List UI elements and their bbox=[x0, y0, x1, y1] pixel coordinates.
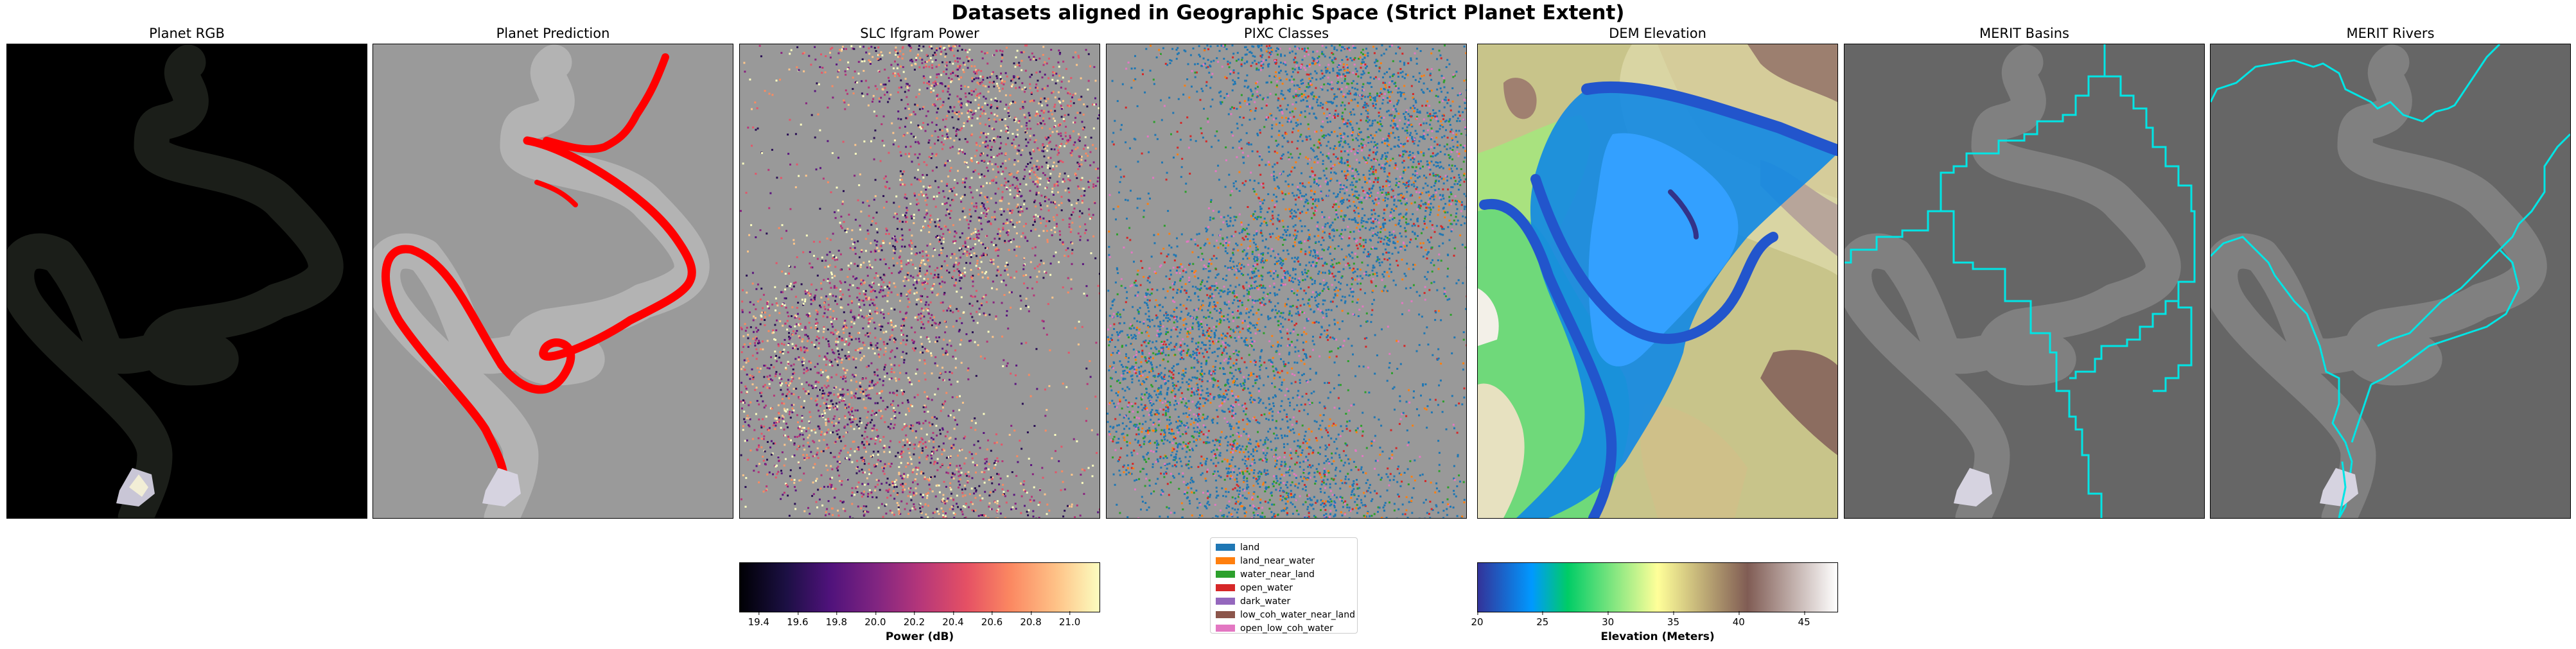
legend-label: open_low_coh_water bbox=[1240, 623, 1333, 634]
figure-title: Datasets aligned in Geographic Space (St… bbox=[951, 1, 1625, 24]
merit-rivers-image bbox=[2211, 44, 2570, 518]
colorbar-tick: 19.4 bbox=[748, 611, 769, 628]
pixc-classes-map bbox=[1107, 44, 1466, 518]
colorbar-tick: 19.8 bbox=[825, 611, 848, 628]
colorbar-tick: 19.6 bbox=[787, 611, 809, 628]
title-dem: DEM Elevation bbox=[1609, 26, 1706, 41]
legend-swatch bbox=[1216, 625, 1235, 632]
power-colorbar-label: Power (dB) bbox=[885, 630, 954, 643]
legend-label: land_near_water bbox=[1240, 555, 1315, 566]
title-pixc-classes: PIXC Classes bbox=[1243, 26, 1329, 41]
legend-item: land_near_water bbox=[1216, 554, 1357, 567]
basin-boundary-south bbox=[1940, 173, 2103, 518]
colorbar-tick: 30 bbox=[1602, 611, 1615, 628]
title-merit-rivers: MERIT Rivers bbox=[2346, 26, 2435, 41]
legend-item: low_coh_water_near_land bbox=[1216, 608, 1357, 621]
elevation-colorbar-label: Elevation (Meters) bbox=[1600, 630, 1715, 643]
title-planet-rgb: Planet RGB bbox=[149, 26, 225, 41]
colorbar-tick-label: 45 bbox=[1798, 616, 1810, 628]
colorbar-tick-label: 30 bbox=[1602, 616, 1615, 628]
colorbar-tick: 20.2 bbox=[903, 611, 925, 628]
elevation-colorbar-ticks: 20 25 30 35 40 45 bbox=[1471, 611, 1838, 631]
colorbar-tick-label: 19.4 bbox=[748, 616, 769, 628]
pixc-legend: land land_near_water water_near_land open_w… bbox=[1210, 537, 1358, 634]
legend-swatch bbox=[1216, 611, 1235, 618]
colorbar-tick-label: 20.6 bbox=[981, 616, 1003, 628]
river-line-main bbox=[2211, 236, 2353, 518]
title-slc-power: SLC Ifgram Power bbox=[860, 26, 979, 41]
legend-swatch bbox=[1216, 557, 1235, 564]
colorbar-tick: 21.0 bbox=[1058, 611, 1081, 628]
legend-swatch bbox=[1216, 571, 1235, 578]
colorbar-tick-label: 19.6 bbox=[787, 616, 809, 628]
river-buffer bbox=[7, 44, 344, 518]
colorbar-tick-label: 20.8 bbox=[1020, 616, 1042, 628]
colorbar-tick: 45 bbox=[1798, 611, 1810, 628]
panel-slc-power bbox=[739, 44, 1100, 519]
title-merit-basins: MERIT Basins bbox=[1979, 26, 2069, 41]
colorbar-tick-label: 21.0 bbox=[1058, 616, 1081, 628]
legend-item: land bbox=[1216, 541, 1357, 554]
elevation-colorbar bbox=[1477, 562, 1838, 612]
colorbar-tick: 40 bbox=[1732, 611, 1745, 628]
legend-label: land bbox=[1240, 542, 1260, 553]
legend-swatch bbox=[1216, 584, 1235, 591]
legend-item: open_water bbox=[1216, 581, 1357, 594]
colorbar-tick-label: 19.8 bbox=[825, 616, 848, 628]
colorbar-tick-label: 20.2 bbox=[903, 616, 925, 628]
prediction-image bbox=[373, 44, 710, 518]
panel-pixc-classes bbox=[1106, 44, 1467, 519]
colorbar-tick-label: 20.0 bbox=[864, 616, 886, 628]
title-planet-prediction: Planet Prediction bbox=[496, 26, 610, 41]
colorbar-tick: 20.0 bbox=[864, 611, 886, 628]
panel-merit-basins bbox=[1844, 44, 2205, 519]
colorbar-tick: 25 bbox=[1536, 611, 1549, 628]
legend-swatch bbox=[1216, 544, 1235, 551]
legend-label: open_water bbox=[1240, 582, 1293, 593]
legend-label: water_near_land bbox=[1240, 569, 1315, 580]
power-colorbar bbox=[739, 562, 1100, 612]
panel-planet-rgb bbox=[6, 44, 367, 519]
merit-basins-image bbox=[1844, 44, 2196, 518]
colorbar-tick-label: 40 bbox=[1732, 616, 1745, 628]
colorbar-tick: 35 bbox=[1667, 611, 1679, 628]
dem-elevation-image bbox=[1478, 44, 1837, 518]
legend-label: low_coh_water_near_land bbox=[1240, 609, 1355, 620]
colorbar-tick-label: 20 bbox=[1471, 616, 1484, 628]
panel-merit-rivers bbox=[2210, 44, 2571, 519]
panel-dem bbox=[1477, 44, 1838, 519]
legend-item: dark_water bbox=[1216, 594, 1357, 608]
predicted-river-top bbox=[543, 53, 669, 153]
basin-boundary-east bbox=[2069, 75, 2196, 379]
colorbar-tick-label: 20.4 bbox=[942, 616, 964, 628]
river-line-north bbox=[2211, 44, 2501, 123]
planet-rgb-image bbox=[7, 44, 344, 518]
colorbar-tick: 20.4 bbox=[942, 611, 964, 628]
legend-swatch bbox=[1216, 598, 1235, 605]
colorbar-tick: 20 bbox=[1471, 611, 1484, 628]
slc-power-heatmap bbox=[740, 44, 1100, 518]
predicted-river-main bbox=[381, 136, 696, 492]
basin-boundary-north bbox=[1844, 44, 2106, 264]
colorbar-tick: 20.6 bbox=[981, 611, 1003, 628]
colorbar-tick-label: 35 bbox=[1667, 616, 1679, 628]
legend-label: dark_water bbox=[1240, 596, 1291, 607]
colorbar-tick: 20.8 bbox=[1020, 611, 1042, 628]
legend-item: water_near_land bbox=[1216, 567, 1357, 581]
power-colorbar-ticks: 19.4 19.6 19.8 20.0 20.2 20.4 20.6 20.8 21.0 bbox=[739, 611, 1100, 631]
legend-item: open_low_coh_water bbox=[1216, 621, 1357, 635]
colorbar-tick-label: 25 bbox=[1536, 616, 1549, 628]
panel-planet-prediction bbox=[372, 44, 733, 519]
